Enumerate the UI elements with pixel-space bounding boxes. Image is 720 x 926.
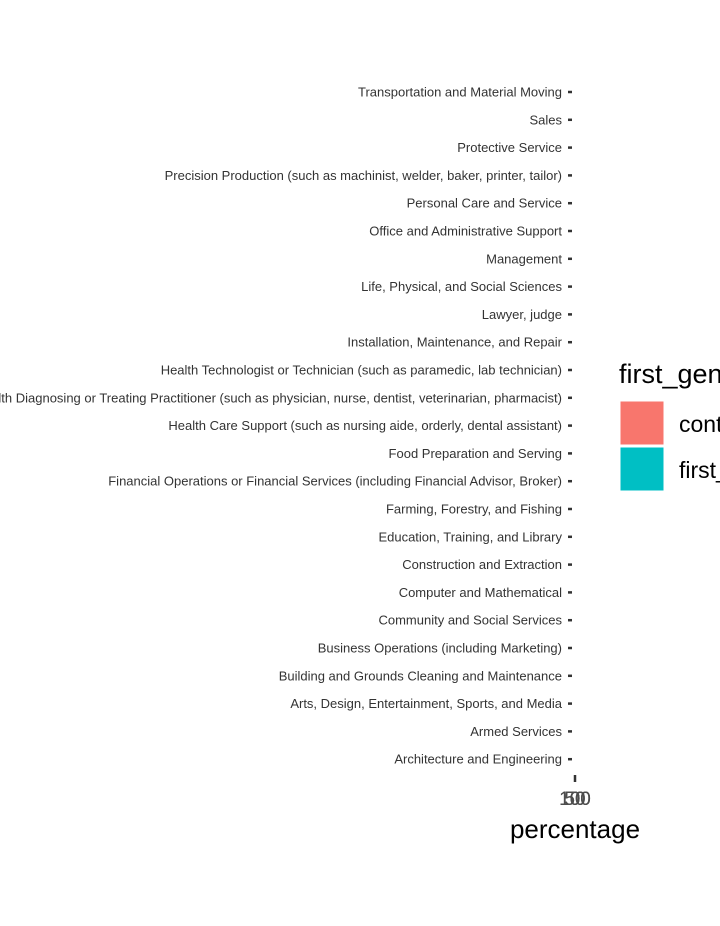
legend-label: continuing_gen bbox=[679, 411, 720, 437]
x-axis-title: percentage bbox=[510, 814, 640, 844]
x-tick-label: 0 bbox=[570, 789, 581, 810]
legend-swatch bbox=[619, 400, 665, 446]
y-tick-label: Protective Service bbox=[457, 140, 562, 155]
legend-title: first_gen bbox=[619, 359, 720, 389]
y-tick-label: Business Operations (including Marketing… bbox=[318, 641, 562, 656]
y-tick-label: Sales bbox=[529, 112, 562, 127]
y-axis: Transportation and Material Moving Sales P… bbox=[0, 85, 572, 767]
y-tick-label: Computer and Mathematical bbox=[399, 585, 562, 600]
y-tick-label: Health Care Support (such as nursing aid… bbox=[168, 418, 562, 433]
y-tick-label: Personal Care and Service bbox=[407, 196, 562, 211]
y-tick-label: Armed Services bbox=[470, 724, 562, 739]
y-tick-label: Architecture and Engineering bbox=[394, 752, 562, 767]
y-tick-label: Transportation and Material Moving bbox=[358, 85, 562, 100]
y-tick-label: Installation, Maintenance, and Repair bbox=[347, 335, 562, 350]
y-tick-label: Education, Training, and Library bbox=[378, 529, 562, 544]
legend: first_gen continuing_gen first_gen bbox=[619, 359, 720, 492]
y-tick-label: Community and Social Services bbox=[378, 613, 562, 628]
legend-label: first_gen bbox=[679, 457, 720, 483]
y-tick-label: Construction and Extraction bbox=[402, 557, 562, 572]
x-tick-label: 100 bbox=[559, 789, 591, 810]
x-tick-label: 50 bbox=[564, 789, 585, 810]
x-tick-label: 100 bbox=[559, 789, 591, 810]
y-tick-label: Farming, Forestry, and Fishing bbox=[386, 502, 562, 517]
y-tick-label: Office and Administrative Support bbox=[369, 224, 562, 239]
legend-swatch bbox=[619, 446, 665, 492]
y-tick-label: Arts, Design, Entertainment, Sports, and… bbox=[290, 696, 562, 711]
y-tick-label: Health Diagnosing or Treating Practition… bbox=[0, 390, 562, 405]
y-tick-label: Health Technologist or Technician (such … bbox=[161, 363, 562, 378]
y-tick-label: Food Preparation and Serving bbox=[389, 446, 562, 461]
y-tick-label: Lawyer, judge bbox=[482, 307, 562, 322]
y-tick-label: Life, Physical, and Social Sciences bbox=[361, 279, 562, 294]
x-tick-label: 50 bbox=[564, 789, 585, 810]
y-tick-label: Financial Operations or Financial Servic… bbox=[108, 474, 562, 489]
y-tick-label: Precision Production (such as machinist,… bbox=[165, 168, 562, 183]
y-tick-label: Building and Grounds Cleaning and Mainte… bbox=[279, 668, 562, 683]
y-tick-label: Management bbox=[486, 251, 562, 266]
